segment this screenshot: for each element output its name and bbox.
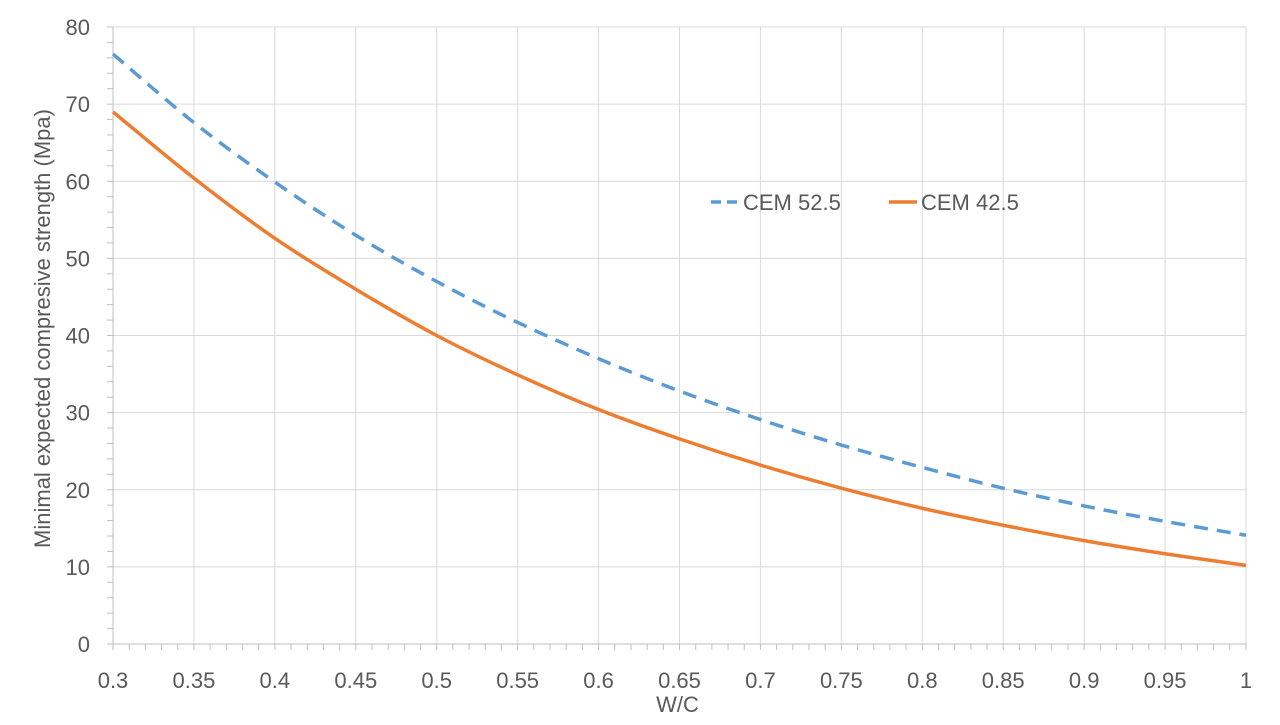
x-tick-label: 0.45: [334, 668, 377, 693]
x-tick-label: 0.6: [583, 668, 614, 693]
x-tick-label: 1: [1240, 668, 1252, 693]
x-tick-label: 0.9: [1069, 668, 1100, 693]
axes: 0.3 0.35 0.4 0.45 0.5 0.55 0.6 0.65 0.7 0.75 0.8 0.…: [66, 15, 1253, 693]
x-tick-label: 0.8: [907, 668, 938, 693]
y-tick-label: 20: [66, 478, 90, 503]
legend-label: CEM 52.5: [743, 190, 841, 215]
plot-area: [111, 52, 1247, 568]
y-tick-label: 70: [66, 92, 90, 117]
x-tick-label: 0.4: [260, 668, 291, 693]
legend: CEM 52.5 CEM 42.5: [711, 190, 1019, 215]
y-tick-label: 0: [78, 632, 90, 657]
legend-label: CEM 42.5: [921, 190, 1019, 215]
x-tick-label: 0.95: [1144, 668, 1187, 693]
grid: [113, 26, 1247, 644]
x-tick-label: 0.75: [820, 668, 863, 693]
y-tick-label: 60: [66, 169, 90, 194]
x-axis-title: W/C: [656, 692, 699, 717]
x-tick-label: 0.7: [745, 668, 776, 693]
x-tick-label: 0.35: [173, 668, 216, 693]
y-tick-label: 80: [66, 15, 90, 40]
x-tick-label: 0.3: [98, 668, 129, 693]
y-tick-label: 40: [66, 324, 90, 349]
x-tick-label: 0.65: [658, 668, 701, 693]
y-tick-label: 30: [66, 401, 90, 426]
x-tick-label: 0.55: [496, 668, 539, 693]
y-tick-label: 50: [66, 246, 90, 271]
x-tick-label: 0.5: [421, 668, 452, 693]
series-line-cem-42-5: [111, 110, 1247, 568]
y-tick-label: 10: [66, 555, 90, 580]
x-tick-label: 0.85: [982, 668, 1025, 693]
series-line-cem-52-5: [111, 52, 1247, 537]
y-axis-title: Minimal expected compresive strength (Mp…: [30, 109, 55, 548]
